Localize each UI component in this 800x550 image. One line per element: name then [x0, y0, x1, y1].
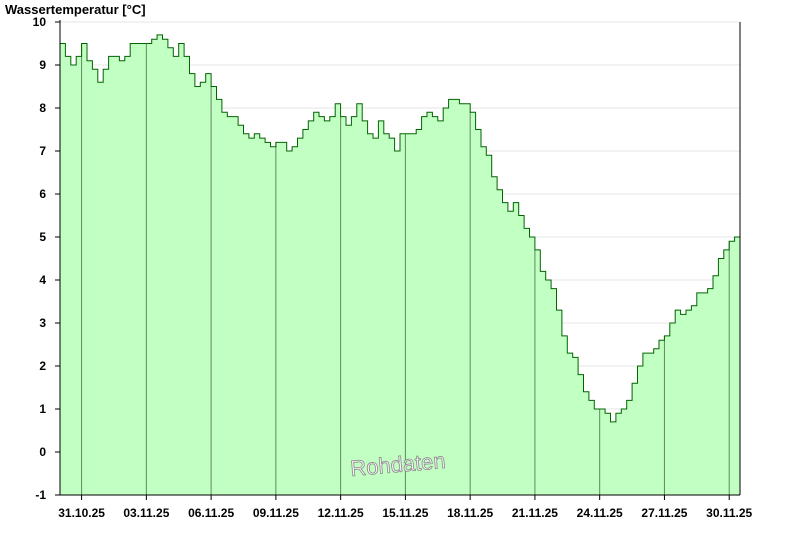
y-tick-label: 8 — [39, 101, 46, 115]
y-axis-label: Wassertemperatur [°C] — [5, 2, 146, 17]
day-separator-layer — [81, 43, 730, 495]
y-tick-label: 4 — [39, 273, 46, 287]
x-tick-label: 09.11.25 — [253, 506, 299, 520]
y-tick-label: 0 — [39, 445, 46, 459]
area-layer — [60, 34, 740, 496]
x-tick-labels: 31.10.25 03.11.25 06.11.25 09.11.25 12.11.25… — [58, 506, 752, 520]
y-tick-labels: -1 0 1 2 3 4 5 6 7 8 9 10 — [33, 15, 47, 502]
temperature-series-line — [60, 34, 741, 423]
y-tick-label: 5 — [39, 230, 46, 244]
x-tick-label: 18.11.25 — [447, 506, 493, 520]
y-tick-label: 6 — [39, 187, 46, 201]
x-tick-label: 30.11.25 — [706, 506, 752, 520]
x-tick-label: 03.11.25 — [123, 506, 169, 520]
y-tick-label: 10 — [33, 15, 47, 29]
x-tick-label: 21.11.25 — [512, 506, 558, 520]
line-layer — [60, 34, 741, 423]
watermark-text: Rohdaten — [349, 448, 446, 481]
y-tick-label: 3 — [39, 316, 46, 330]
x-tick-label: 12.11.25 — [318, 506, 364, 520]
x-tick-label: 31.10.25 — [58, 506, 105, 520]
y-tick-label: 9 — [39, 58, 46, 72]
x-tick-label: 27.11.25 — [641, 506, 687, 520]
axis-layer — [55, 20, 741, 500]
y-tick-label: 1 — [39, 402, 46, 416]
y-tick-label: -1 — [35, 488, 46, 502]
temperature-area-fill — [60, 34, 740, 496]
x-tick-label: 15.11.25 — [382, 506, 428, 520]
x-tick-label: 24.11.25 — [577, 506, 623, 520]
y-tick-label: 7 — [39, 144, 46, 158]
x-tick-label: 06.11.25 — [188, 506, 234, 520]
y-tick-label: 2 — [39, 359, 46, 373]
